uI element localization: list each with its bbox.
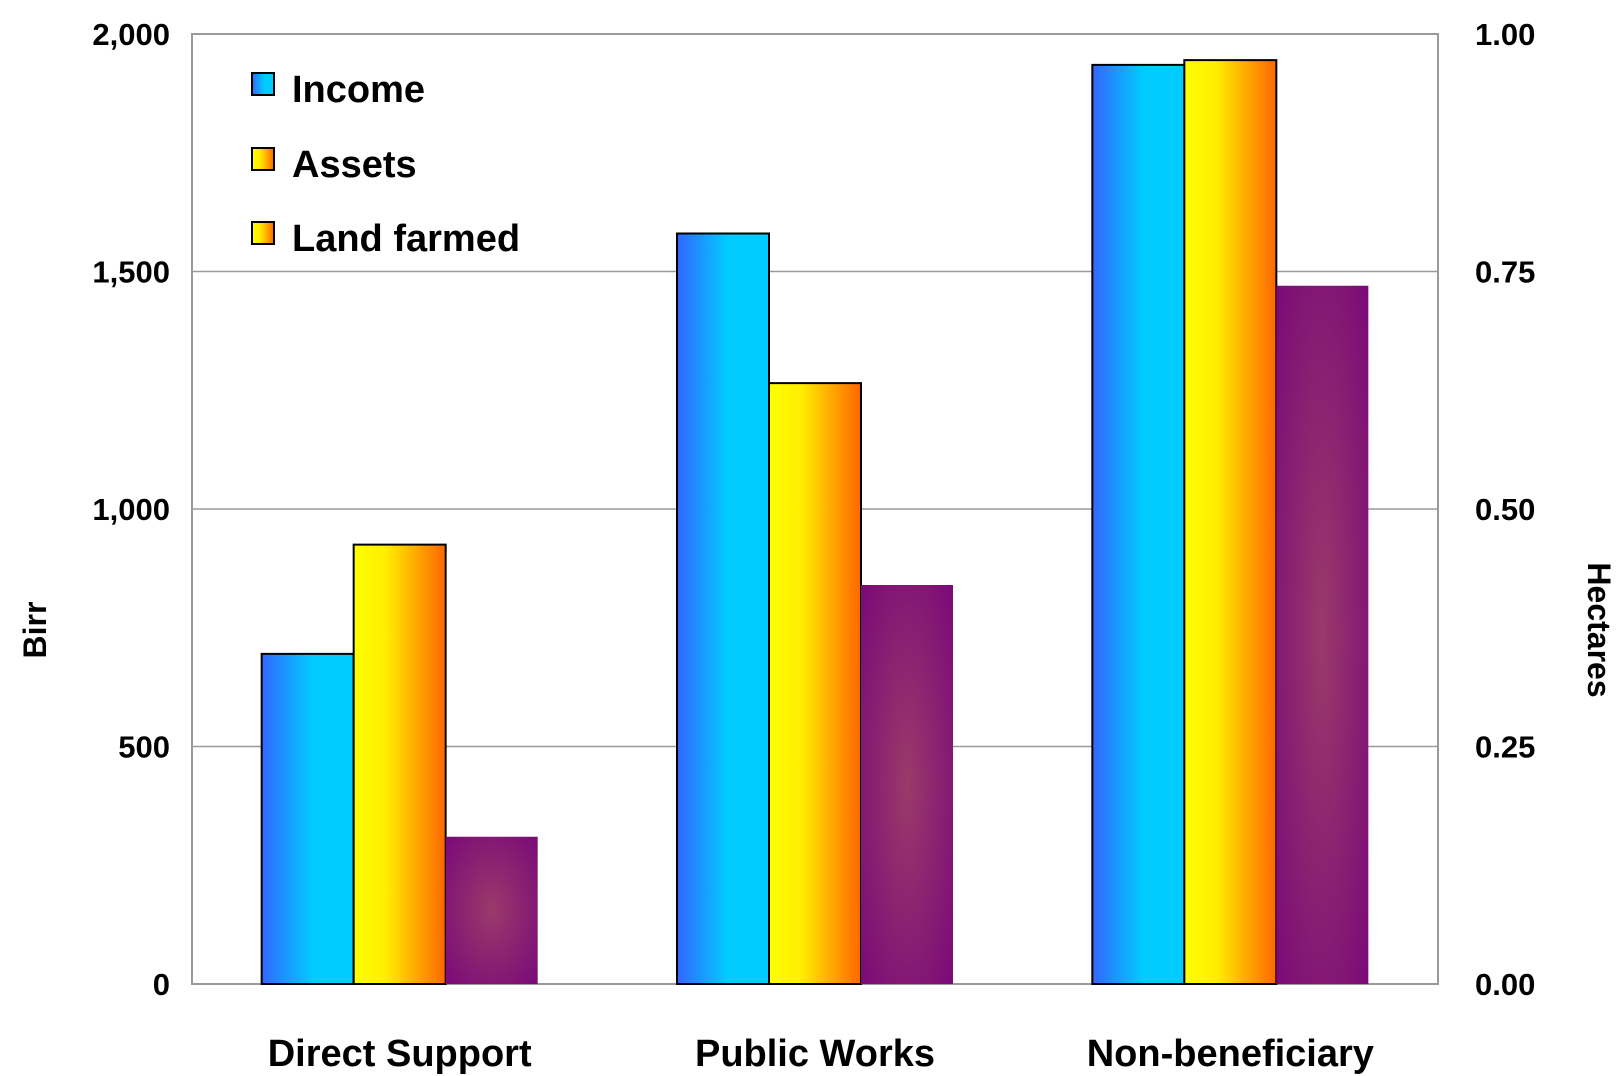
bar-assets [352, 543, 447, 985]
left-axis-ticks: 0 500 1,000 1,500 2,000 [92, 17, 170, 1002]
category-labels: Direct Support Public Works Non-beneficiar… [268, 1033, 1374, 1075]
y-tick-left: 1,500 [92, 255, 170, 290]
legend: Income Assets Land farmed [251, 69, 520, 260]
legend-label-assets: Assets [292, 144, 417, 186]
y-tick-left: 0 [153, 967, 170, 1002]
x-category-label: Direct Support [268, 1033, 532, 1075]
bar-income [260, 652, 355, 985]
y-axis-title-left: Birr [17, 602, 53, 659]
y-tick-right: 1.00 [1475, 17, 1535, 52]
bar-assets [768, 382, 862, 985]
legend-swatch-land-farmed [251, 221, 275, 245]
legend-swatch-income [251, 72, 275, 96]
bar-assets [1183, 59, 1278, 985]
bars [260, 59, 1369, 985]
x-category-label: Public Works [695, 1033, 935, 1075]
y-tick-right: 0.75 [1475, 255, 1535, 290]
x-category-label: Non-beneficiary [1087, 1033, 1374, 1075]
y-tick-right: 0.00 [1475, 967, 1535, 1002]
bar-land-farmed [861, 585, 953, 984]
bar-land-farmed [1276, 285, 1369, 984]
y-tick-right: 0.50 [1475, 492, 1535, 527]
y-tick-left: 1,000 [92, 492, 170, 527]
bar-income [676, 232, 770, 985]
y-tick-left: 500 [118, 730, 170, 765]
legend-label-land-farmed: Land farmed [292, 218, 520, 260]
bar-land-farmed [445, 836, 538, 984]
y-tick-left: 2,000 [92, 17, 170, 52]
legend-swatch-assets [251, 147, 275, 171]
y-tick-right: 0.25 [1475, 730, 1535, 765]
bar-income [1091, 63, 1186, 985]
legend-label-income: Income [292, 69, 425, 111]
y-axis-title-right: Hectares [1581, 562, 1617, 697]
right-axis-ticks: 0.00 0.25 0.50 0.75 1.00 [1475, 17, 1535, 1002]
